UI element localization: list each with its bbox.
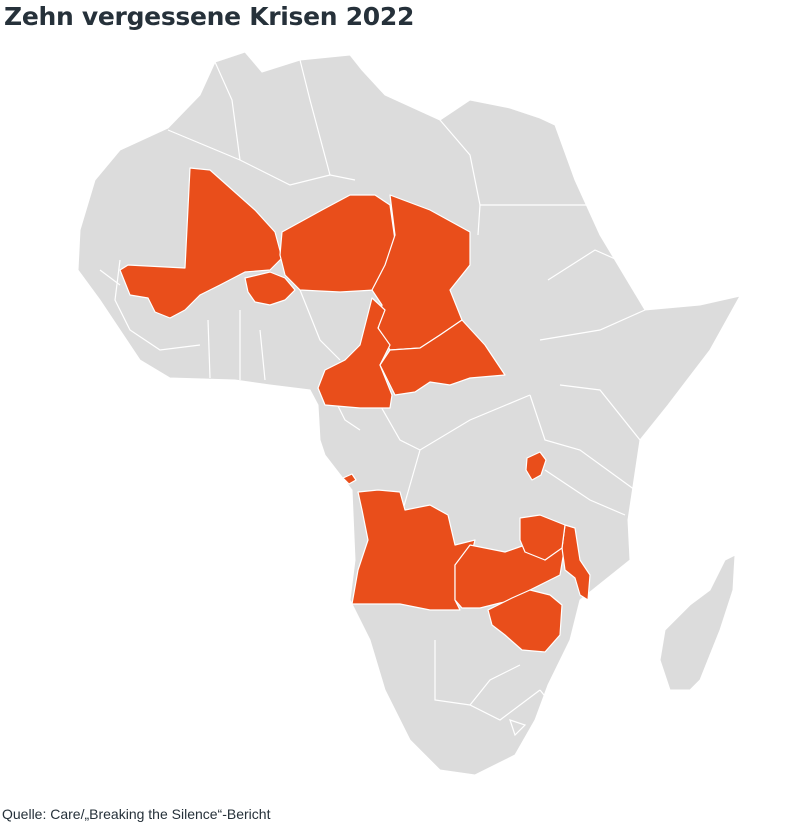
source-note: Quelle: Care/„Breaking the Silence“-Beri… <box>2 806 271 822</box>
madagascar <box>659 554 736 691</box>
map-title: Zehn vergessene Krisen 2022 <box>4 2 415 31</box>
country-borders <box>99 59 646 737</box>
country-malawi <box>561 524 591 601</box>
country-zimbabwe <box>487 589 563 653</box>
country-cameroon-coast <box>342 473 357 485</box>
country-burundi <box>525 451 547 481</box>
country-central-african-republic <box>379 319 506 396</box>
africa-landmass <box>77 51 741 776</box>
highlighted-countries <box>119 167 591 653</box>
country-cameroon <box>317 297 393 409</box>
country-burkina-faso <box>244 271 296 306</box>
country-malawi-north <box>519 514 566 561</box>
country-mali <box>119 167 283 319</box>
